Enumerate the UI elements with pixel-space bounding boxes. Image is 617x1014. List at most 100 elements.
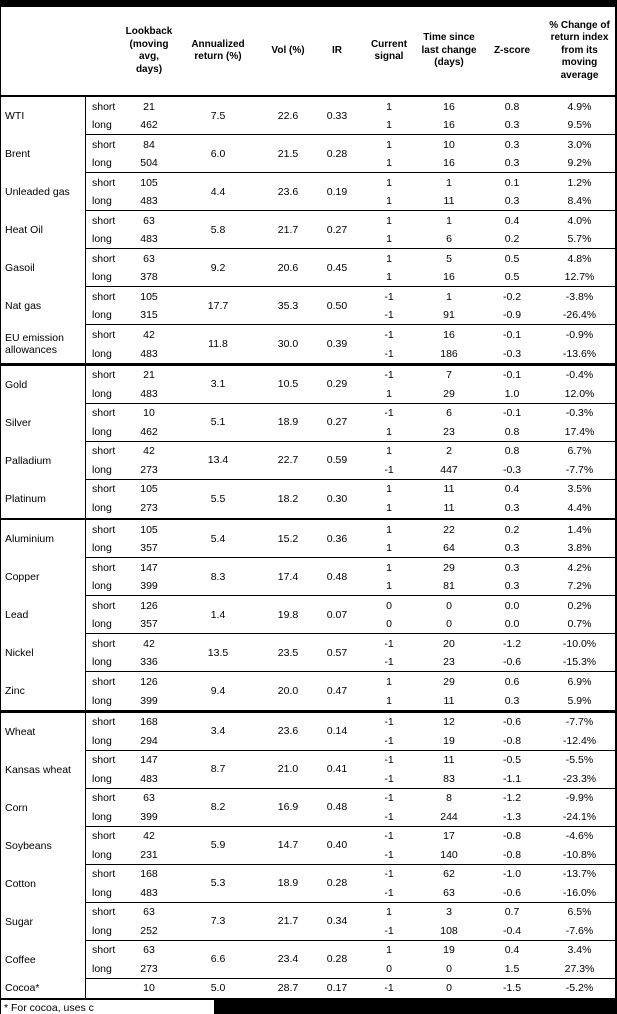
pct-change-value: -0.4% [565, 369, 594, 381]
horizon-label: short [92, 252, 116, 265]
vol-value: 20.6 [263, 249, 313, 287]
z-score-value: 1.5 [481, 960, 543, 979]
commodity-block: Coffee 6.6 23.4 0.28 short 63 1 19 0.4 3.4% long 27… [1, 940, 615, 979]
ir-value: 0.36 [313, 520, 361, 558]
col-header-current-signal: Current signal [370, 38, 408, 63]
horizon-label: long [86, 268, 125, 287]
horizon-label: short [92, 599, 116, 612]
z-score-value: -1.0 [502, 868, 522, 880]
horizon-label [86, 979, 125, 998]
lookback-value: 294 [125, 732, 173, 751]
annualized-return-value: 5.3 [173, 865, 263, 903]
current-signal-value: -1 [361, 846, 417, 865]
commodity-name: Nat gas [1, 287, 86, 325]
horizon-label: short [92, 483, 116, 495]
pct-change-value: -12.4% [543, 732, 615, 751]
lookback-value: 105 [140, 483, 158, 495]
z-score-value: -0.4 [481, 922, 543, 941]
time-since-change-value: 29 [443, 675, 455, 688]
pct-change-value: 3.0% [567, 138, 592, 151]
pct-change-value: 12.0% [543, 385, 615, 404]
lookback-value: 42 [143, 328, 155, 341]
horizon-label: short [92, 369, 116, 381]
ir-value: 0.17 [326, 982, 348, 994]
ir-value: 0.07 [313, 596, 361, 634]
time-since-change-value: 19 [443, 944, 455, 956]
commodity-name: Nickel [1, 634, 86, 672]
commodity-name: Aluminium [1, 520, 86, 558]
lookback-value: 378 [125, 268, 173, 287]
lookback-value: 273 [140, 502, 158, 514]
pct-change-value: 1.4% [567, 523, 592, 536]
z-score-value: 0.3 [481, 116, 543, 135]
z-score-value: -0.2 [502, 290, 522, 303]
annualized-return-value: 7.3 [173, 903, 263, 941]
lookback-value: 357 [125, 615, 173, 634]
time-since-change-value: 11 [443, 754, 455, 766]
col-header-annualized-return: Annualized return (%) [191, 38, 245, 63]
current-signal-value: 1 [386, 138, 392, 151]
horizon-label: long [86, 230, 125, 249]
ir-value: 0.28 [313, 865, 361, 903]
ir-value: 0.30 [326, 492, 348, 505]
z-score-value: 0.2 [504, 523, 520, 536]
horizon-label: short [92, 176, 116, 189]
commodity-name: Kansas wheat [1, 750, 86, 789]
commodity-block: Platinum 5.5 18.2 0.30 short 105 1 11 0.4 3.5% lon… [1, 479, 615, 518]
current-signal-value: 1 [386, 694, 392, 707]
lookback-value: 273 [125, 461, 173, 480]
current-signal-value: 1 [361, 192, 417, 211]
current-signal-value: -1 [384, 868, 394, 880]
ir-value: 0.48 [313, 558, 361, 596]
time-since-change-value: 1 [446, 176, 452, 189]
time-since-change-value: 29 [443, 561, 455, 574]
time-since-change-value: 7 [446, 369, 452, 381]
annualized-return-value: 9.2 [173, 249, 263, 287]
commodity-block: Gasoil 9.2 20.6 0.45 short 63 1 5 0.5 4.8% long 378… [1, 249, 615, 287]
commodity-name: Corn [1, 788, 86, 827]
current-signal-value: 1 [361, 154, 417, 173]
z-score-value: -0.6 [502, 716, 522, 728]
lookback-value: 483 [125, 385, 173, 404]
time-since-change-value: 8 [446, 792, 452, 804]
lookback-value: 126 [140, 675, 158, 688]
z-score-value: 0.6 [504, 675, 520, 688]
vol-value: 15.2 [263, 520, 313, 558]
z-score-value: 0.4 [504, 944, 520, 956]
z-score-value: 0.3 [481, 577, 543, 596]
time-since-change-value: 1 [446, 290, 452, 303]
lookback-value: 42 [143, 445, 155, 457]
z-score-value: 0.8 [504, 100, 520, 113]
horizon-label: long [86, 808, 125, 827]
section-divider [1, 517, 615, 520]
time-since-change-value: 186 [440, 347, 458, 360]
lookback-value: 63 [143, 792, 155, 804]
annualized-return-value: 3.1 [173, 366, 263, 404]
pct-change-value: 27.3% [543, 960, 615, 979]
pct-change-value: 0.2% [567, 599, 592, 612]
col-header-z-score: Z-score [493, 44, 531, 56]
pct-change-value: 3.4% [567, 944, 592, 956]
commodity-name: Soybeans [1, 826, 86, 865]
horizon-label: long [86, 423, 125, 442]
commodity-block: Palladium 13.4 22.7 0.59 short 42 1 2 0.8 6.7% lon… [1, 441, 615, 480]
current-signal-value: 0 [386, 599, 392, 612]
commodity-block: Corn 8.2 16.9 0.48 short 63 -1 8 -1.2 -9.9% long 39… [1, 788, 615, 827]
time-since-change-value: 22 [443, 523, 455, 536]
time-since-change-value: 29 [417, 385, 481, 404]
ir-value: 0.39 [326, 338, 348, 350]
time-since-change-value: 91 [417, 306, 481, 325]
current-signal-value: -1 [361, 770, 417, 789]
lookback-value: 42 [143, 637, 155, 650]
vol-value: 18.2 [277, 492, 299, 505]
time-since-change-value: 244 [417, 808, 481, 827]
pct-change-value: 4.2% [567, 561, 592, 574]
pct-change-value: 8.4% [543, 192, 615, 211]
horizon-label: short [92, 328, 116, 341]
pct-change-value: 4.0% [567, 214, 592, 227]
vol-value: 30.0 [277, 338, 299, 350]
annualized-return-value: 5.5 [210, 492, 226, 505]
horizon-label: short [92, 792, 116, 804]
commodity-block: Wheat 3.4 23.6 0.14 short 168 -1 12 -0.6 -7.7% lon… [1, 712, 615, 751]
vol-value: 28.7 [277, 982, 299, 994]
